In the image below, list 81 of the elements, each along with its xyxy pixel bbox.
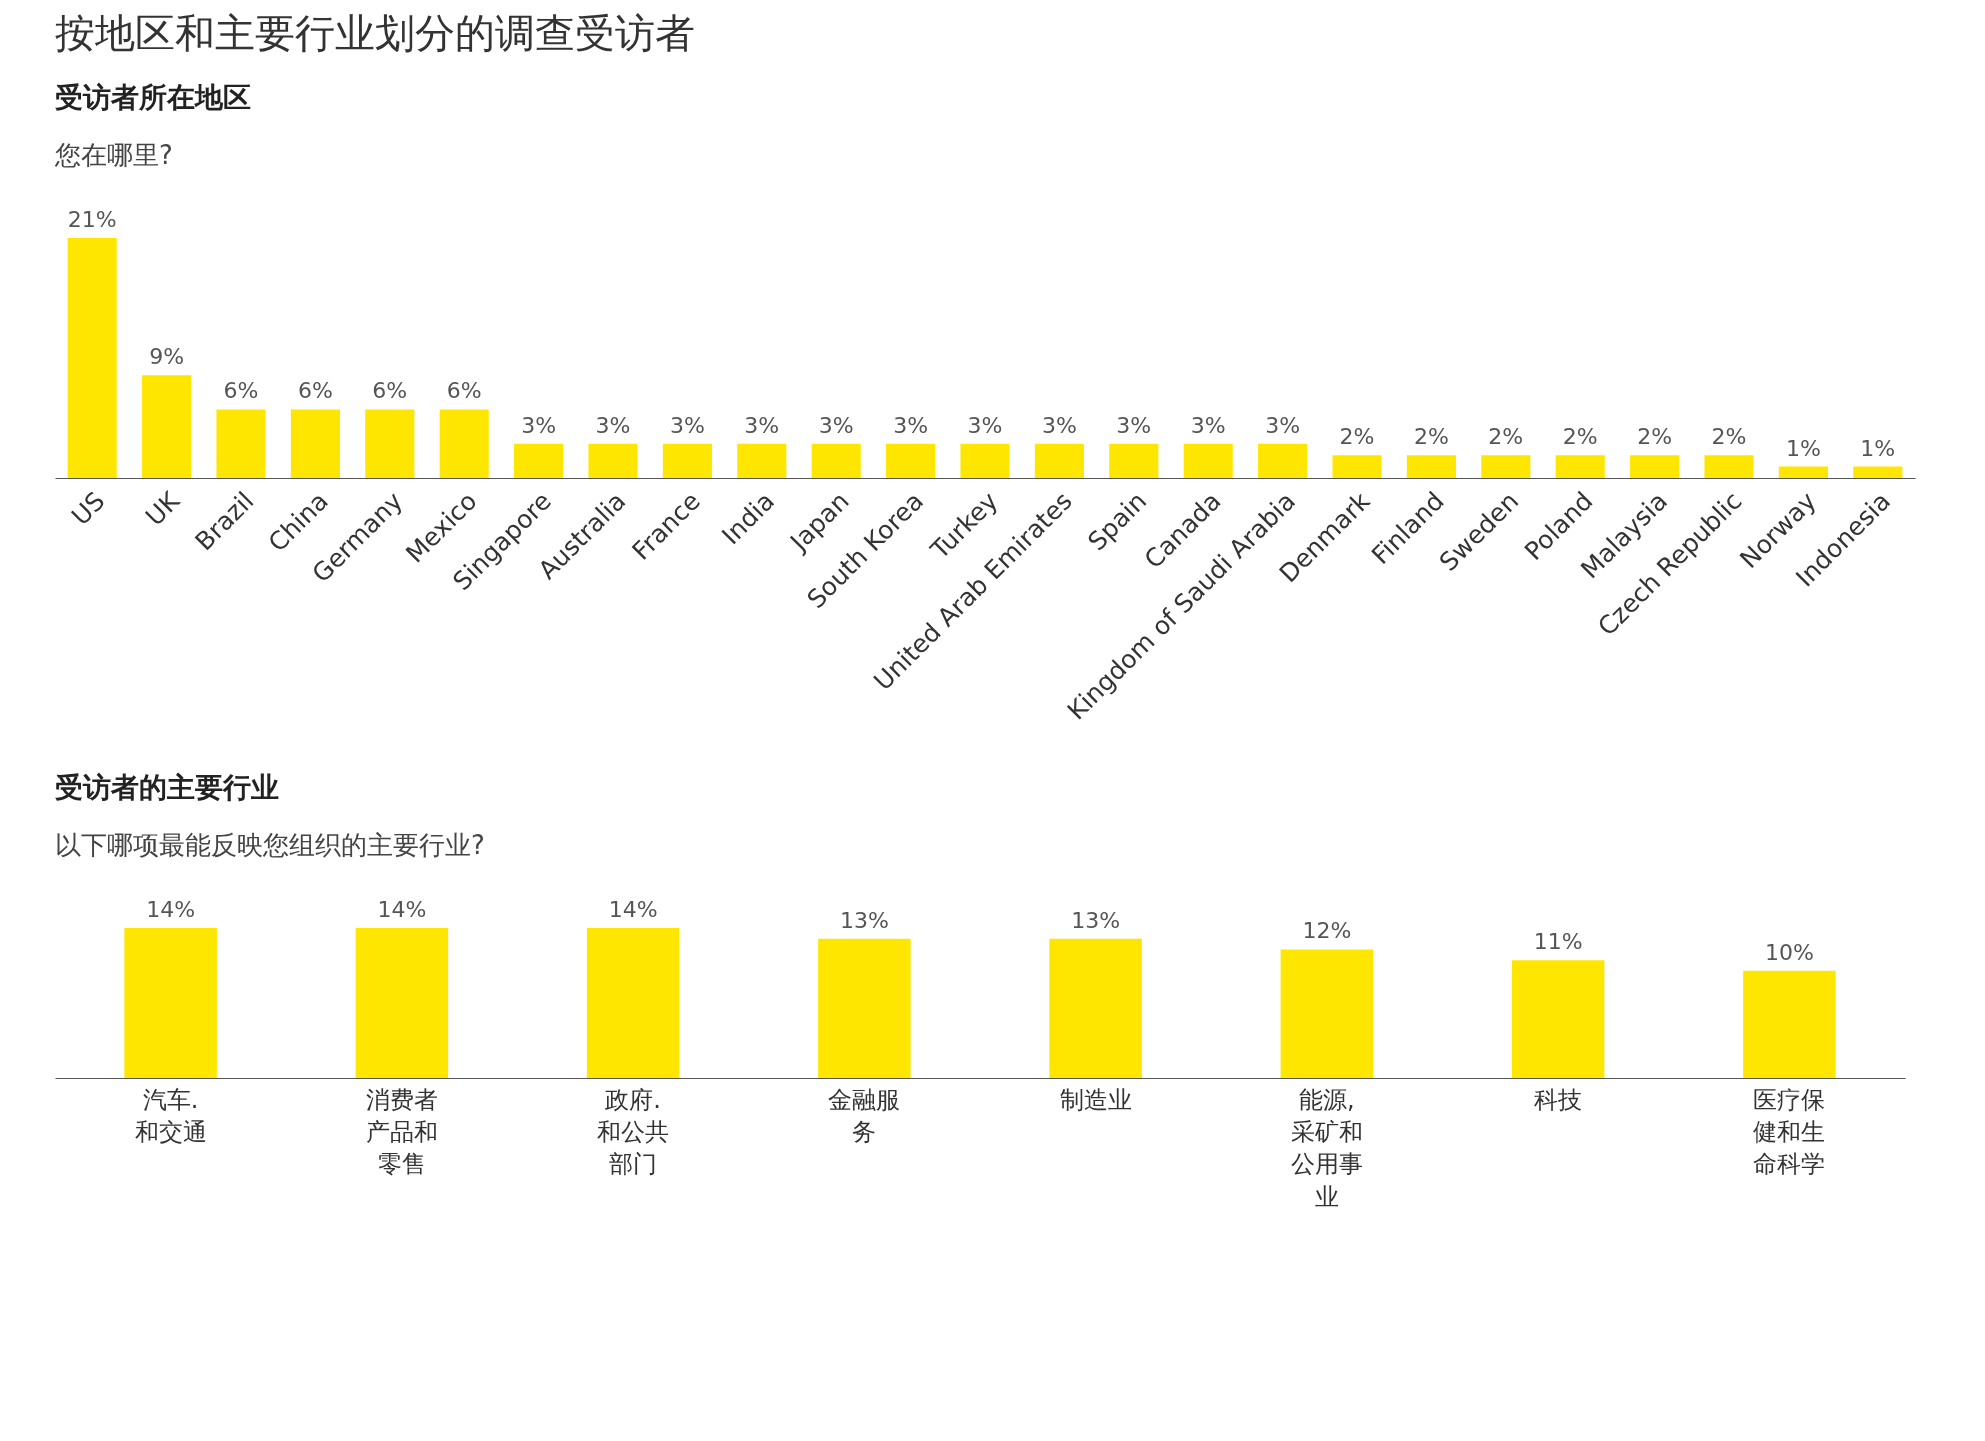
data-label: 3% [818,412,854,438]
bar [737,443,787,478]
bar [1853,466,1903,478]
data-label: 2% [1637,424,1673,450]
bar [355,928,449,1078]
chart-subtitle: 以下哪项最能反映您组织的主要行业? [55,830,485,860]
bar [1630,455,1680,478]
data-label: 9% [149,344,185,370]
bar [1704,455,1754,478]
x-tick-label: 能源,采矿和公用事业 [1290,1085,1363,1211]
x-tick-label: 政府.和公共部门 [597,1085,670,1179]
data-label: 3% [744,412,780,438]
data-label: 2% [1711,424,1747,450]
chart-title: 受访者所在地区 [55,81,251,114]
x-tick-label: 医疗保健和生命科学 [1753,1085,1826,1179]
data-label: 1% [1785,435,1821,461]
bar [818,938,911,1078]
data-label: 3% [1116,412,1152,438]
data-label: 3% [1190,412,1226,438]
bar [662,443,712,478]
bar [514,443,564,478]
bar [439,409,489,478]
bar [886,443,936,478]
bar [1778,466,1828,478]
bar [1280,949,1374,1078]
bar [1511,960,1605,1078]
data-label: 3% [893,412,929,438]
bar [960,443,1010,478]
bar [1743,970,1836,1078]
data-label: 12% [1302,918,1352,944]
data-label: 10% [1764,939,1814,965]
bar [1555,455,1605,478]
data-label: 3% [595,412,631,438]
bar [124,928,217,1078]
x-tick-label: US [65,486,111,532]
data-label: 6% [223,378,259,404]
data-label: 14% [146,897,196,922]
data-label: 13% [1071,907,1121,933]
chart-subtitle: 您在哪里? [54,140,173,170]
data-label: 3% [1041,412,1077,438]
data-label: 2% [1413,424,1449,450]
bar [142,375,192,478]
bar [586,928,680,1078]
bar [1183,443,1233,478]
bar [1481,455,1531,478]
data-label: 6% [372,378,408,404]
bar [1109,443,1159,478]
data-label: 13% [839,907,889,933]
x-tick-label: 金融服务 [828,1085,901,1146]
bar [811,443,861,478]
x-tick-label: 消费者产品和零售 [365,1085,438,1179]
bar [290,409,340,478]
data-label: 2% [1488,424,1524,450]
data-label: 2% [1562,424,1598,450]
bar [216,409,266,478]
data-label: 14% [608,897,658,922]
x-tick-label: 科技 [1534,1085,1583,1114]
data-label: 11% [1533,929,1583,955]
bar [1034,443,1084,478]
data-label: 14% [377,897,427,922]
data-label: 1% [1860,435,1896,461]
bar [1406,455,1456,478]
x-tick-label: 制造业 [1059,1085,1132,1114]
bar [588,443,638,478]
data-label: 6% [297,378,333,404]
data-label: 21% [67,207,117,232]
bar [1332,455,1382,478]
text: 按地区和主要行业划分的调查受访者 [55,10,695,56]
data-label: 3% [521,412,557,438]
bar [1258,443,1308,478]
data-label: 2% [1339,424,1375,450]
chart-title: 受访者的主要行业 [55,771,279,804]
data-label: 3% [1265,412,1301,438]
x-tick-label: UK [139,485,186,532]
x-tick-label: 汽车.和交通 [134,1085,207,1146]
data-label: 3% [669,412,705,438]
data-label: 3% [967,412,1003,438]
bar [365,409,415,478]
data-label: 6% [446,378,482,404]
bar [67,238,117,478]
bar [1049,938,1142,1078]
